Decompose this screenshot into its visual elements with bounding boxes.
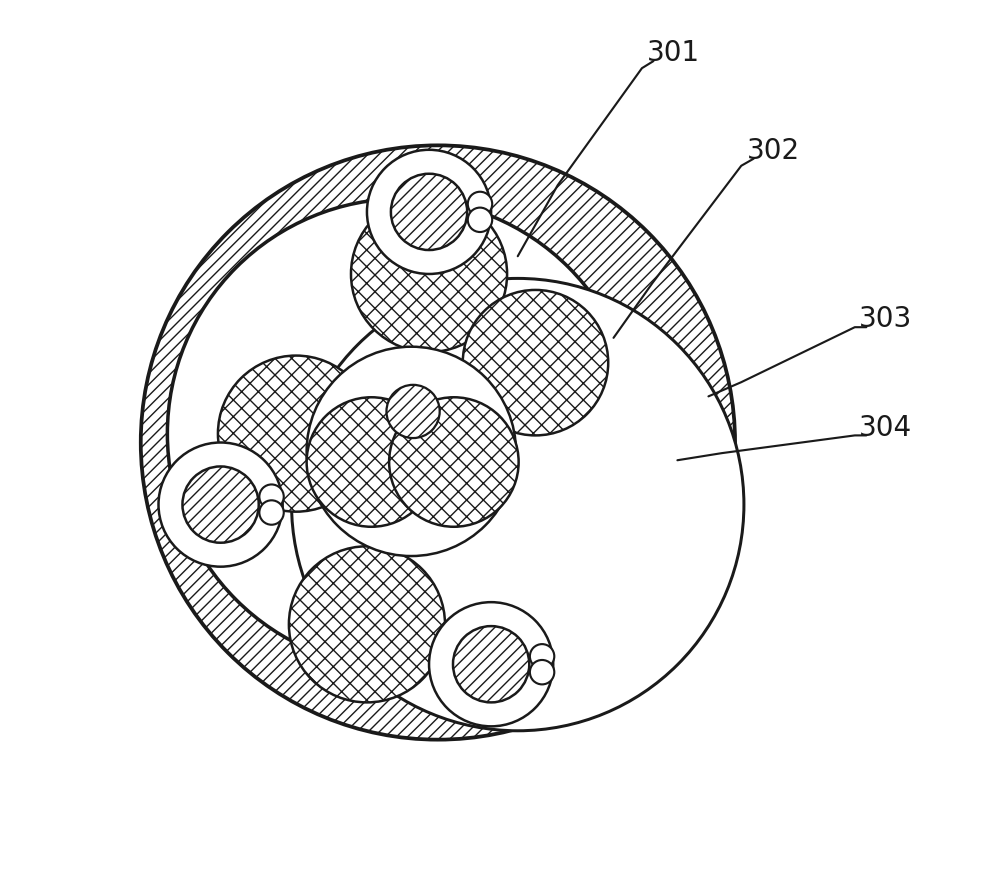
- Circle shape: [530, 644, 554, 669]
- Circle shape: [289, 547, 445, 703]
- Text: 303: 303: [859, 305, 912, 333]
- Circle shape: [463, 291, 608, 436]
- Circle shape: [292, 279, 744, 731]
- Circle shape: [182, 467, 259, 543]
- Circle shape: [389, 398, 519, 527]
- Text: 302: 302: [747, 136, 800, 165]
- Circle shape: [386, 385, 440, 439]
- Circle shape: [141, 146, 735, 740]
- Circle shape: [167, 199, 637, 669]
- Circle shape: [159, 443, 283, 567]
- Circle shape: [307, 347, 516, 556]
- Circle shape: [468, 208, 492, 233]
- Circle shape: [530, 660, 554, 685]
- Circle shape: [367, 151, 491, 275]
- Circle shape: [429, 602, 553, 727]
- Circle shape: [351, 197, 507, 353]
- Circle shape: [259, 501, 284, 525]
- Circle shape: [453, 626, 529, 703]
- Circle shape: [391, 175, 467, 251]
- Circle shape: [259, 485, 284, 509]
- Text: 304: 304: [859, 413, 912, 441]
- Circle shape: [307, 398, 436, 527]
- Circle shape: [468, 192, 492, 217]
- Circle shape: [218, 356, 374, 512]
- Text: 301: 301: [646, 39, 700, 67]
